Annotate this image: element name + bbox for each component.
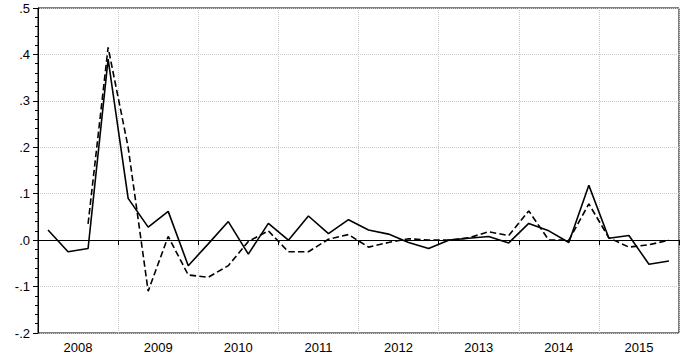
- svg-text:2014: 2014: [544, 340, 573, 355]
- svg-text:.2: .2: [19, 140, 30, 155]
- svg-text:.4: .4: [19, 47, 30, 62]
- svg-text:2008: 2008: [64, 340, 93, 355]
- svg-text:.3: .3: [19, 93, 30, 108]
- svg-text:-.1: -.1: [15, 279, 30, 294]
- svg-text:2013: 2013: [464, 340, 493, 355]
- svg-text:.0: .0: [19, 233, 30, 248]
- svg-text:2009: 2009: [144, 340, 173, 355]
- svg-text:2010: 2010: [224, 340, 253, 355]
- svg-text:2011: 2011: [304, 340, 332, 355]
- svg-text:2012: 2012: [384, 340, 413, 355]
- svg-text:2015: 2015: [624, 340, 653, 355]
- svg-text:-.2: -.2: [15, 326, 30, 341]
- svg-text:.1: .1: [19, 186, 30, 201]
- svg-text:.5: .5: [19, 1, 30, 16]
